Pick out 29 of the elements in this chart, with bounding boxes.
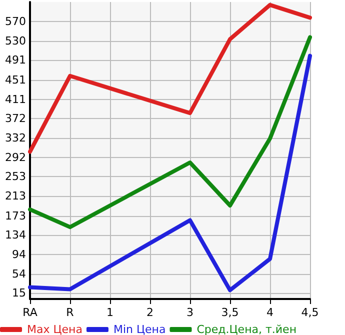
y-tick-label: 173 (5, 209, 26, 222)
line-series (28, 2, 312, 154)
y-tick-label: 411 (5, 92, 26, 106)
line-series (28, 54, 312, 292)
y-tick-label: 134 (5, 228, 26, 242)
line-series (28, 35, 312, 230)
x-tick-label: 3,5 (221, 306, 239, 319)
y-tick-label: 213 (5, 190, 26, 203)
y-tick-label: 372 (5, 112, 26, 125)
x-tick-label: 4 (266, 306, 274, 319)
y-tick-label: 54 (12, 268, 26, 281)
x-tick-label: 4,5 (301, 306, 319, 319)
x-tick-label: R (66, 306, 74, 319)
legend-label: Max Цена (27, 323, 82, 335)
x-tick-label: 1 (106, 306, 114, 319)
y-tick-label: 570 (5, 15, 26, 28)
x-tick-label: 3 (186, 306, 194, 319)
y-tick-label: 530 (5, 34, 26, 48)
y-tick-label: 15 (12, 286, 26, 300)
y-tick-label: 253 (5, 170, 26, 184)
y-tick-label: 292 (5, 151, 26, 164)
y-tick-label: 451 (5, 73, 26, 86)
legend-label: Сред.Цена, т.йен (196, 323, 297, 335)
y-tick-label: 94 (12, 248, 26, 261)
y-tick-label: 491 (5, 54, 26, 67)
legend-label: Min Цена (113, 323, 166, 335)
x-tick-label: RA (22, 306, 38, 319)
y-tick-label: 332 (5, 132, 26, 145)
x-tick-label: 2 (146, 306, 154, 319)
